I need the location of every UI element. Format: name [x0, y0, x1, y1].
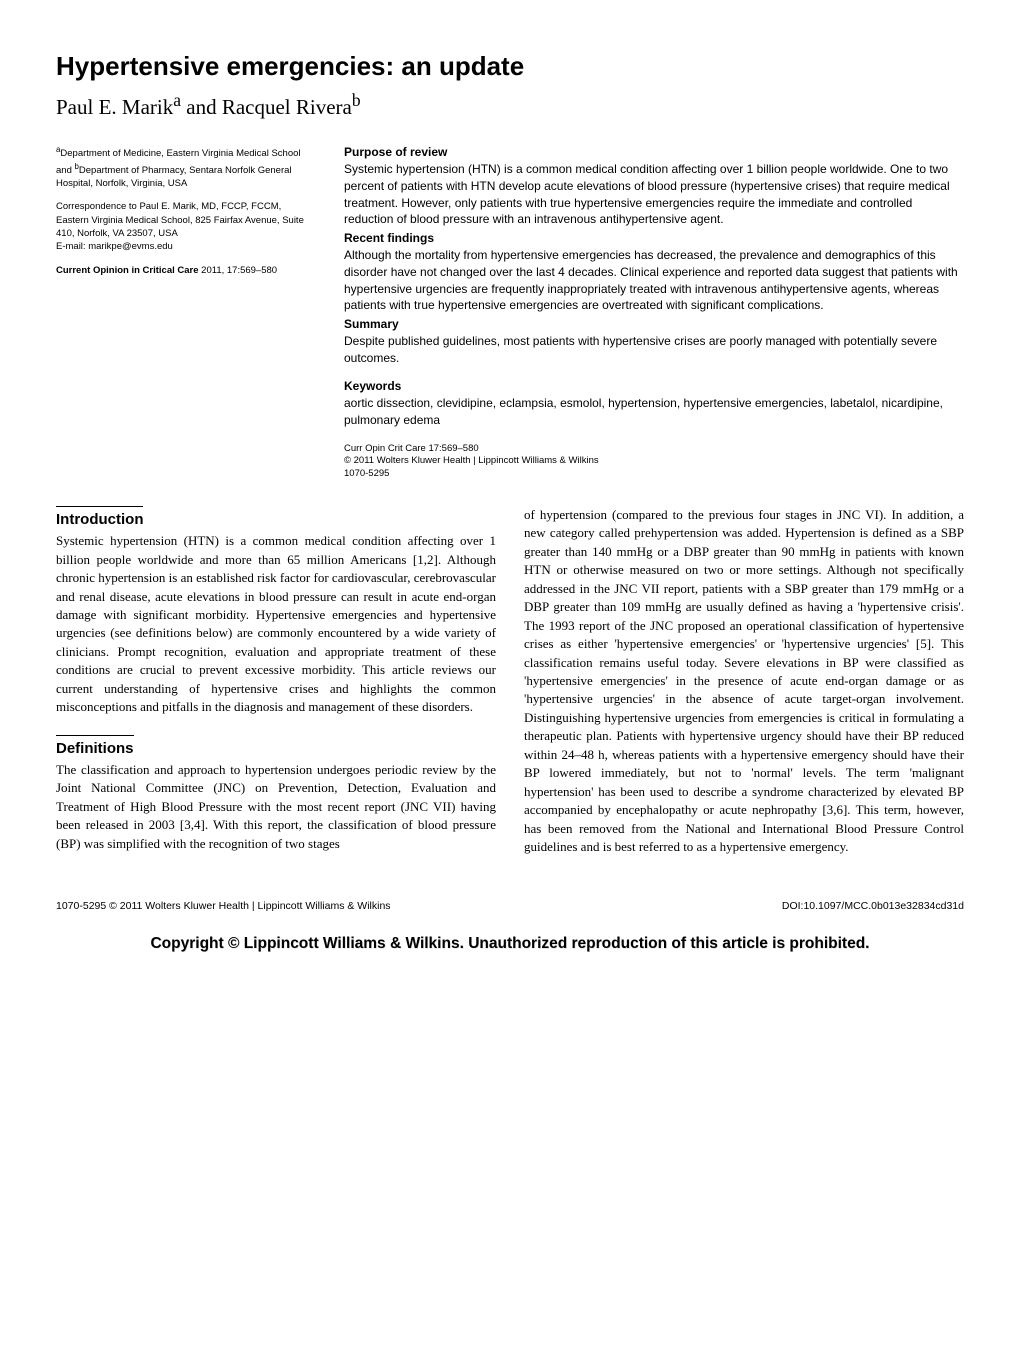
meta-column: aDepartment of Medicine, Eastern Virgini…: [56, 144, 316, 480]
keywords-text: aortic dissection, clevidipine, eclampsi…: [344, 395, 964, 429]
introduction-section: Introduction Systemic hypertension (HTN)…: [56, 506, 496, 717]
summary-text: Despite published guidelines, most patie…: [344, 333, 964, 367]
definitions-heading: Definitions: [56, 735, 134, 759]
article-authors: Paul E. Marika and Racquel Riverab: [56, 88, 964, 122]
keywords-heading: Keywords: [344, 378, 964, 395]
journal-name: Current Opinion in Critical Care: [56, 265, 199, 276]
definitions-body-1: The classification and approach to hyper…: [56, 761, 496, 853]
introduction-heading: Introduction: [56, 506, 143, 530]
journal-cite: Current Opinion in Critical Care 2011, 1…: [56, 264, 316, 277]
abstract-column: Purpose of review Systemic hypertension …: [344, 144, 964, 480]
body-columns: Introduction Systemic hypertension (HTN)…: [56, 506, 964, 871]
email-label: E-mail:: [56, 241, 88, 252]
copyright-bar: Copyright © Lippincott Williams & Wilkin…: [56, 933, 964, 955]
definitions-section: Definitions The classification and appro…: [56, 735, 496, 854]
affiliations: aDepartment of Medicine, Eastern Virgini…: [56, 144, 316, 190]
definitions-body-2: of hypertension (compared to the previou…: [524, 506, 964, 857]
journal-issue: 2011, 17:569–580: [199, 265, 278, 276]
cite-line-1: Curr Opin Crit Care 17:569–580: [344, 443, 964, 455]
correspondence-text: Correspondence to Paul E. Marik, MD, FCC…: [56, 201, 304, 239]
article-title: Hypertensive emergencies: an update: [56, 48, 964, 86]
footer-right: DOI:10.1097/MCC.0b013e32834cd31d: [782, 899, 964, 914]
email-address[interactable]: marikpe@evms.edu: [88, 241, 173, 252]
header-row: aDepartment of Medicine, Eastern Virgini…: [56, 144, 964, 480]
footer-left: 1070-5295 © 2011 Wolters Kluwer Health |…: [56, 899, 391, 914]
correspondence: Correspondence to Paul E. Marik, MD, FCC…: [56, 200, 316, 253]
page-footer: 1070-5295 © 2011 Wolters Kluwer Health |…: [56, 899, 964, 914]
cite-line-2: © 2011 Wolters Kluwer Health | Lippincot…: [344, 455, 964, 467]
recent-text: Although the mortality from hypertensive…: [344, 247, 964, 314]
right-column: of hypertension (compared to the previou…: [524, 506, 964, 871]
purpose-heading: Purpose of review: [344, 144, 964, 161]
recent-heading: Recent findings: [344, 230, 964, 247]
purpose-text: Systemic hypertension (HTN) is a common …: [344, 161, 964, 228]
cite-line-3: 1070-5295: [344, 468, 964, 480]
left-column: Introduction Systemic hypertension (HTN)…: [56, 506, 496, 871]
summary-heading: Summary: [344, 316, 964, 333]
introduction-body: Systemic hypertension (HTN) is a common …: [56, 532, 496, 717]
abstract-citation: Curr Opin Crit Care 17:569–580 © 2011 Wo…: [344, 443, 964, 480]
